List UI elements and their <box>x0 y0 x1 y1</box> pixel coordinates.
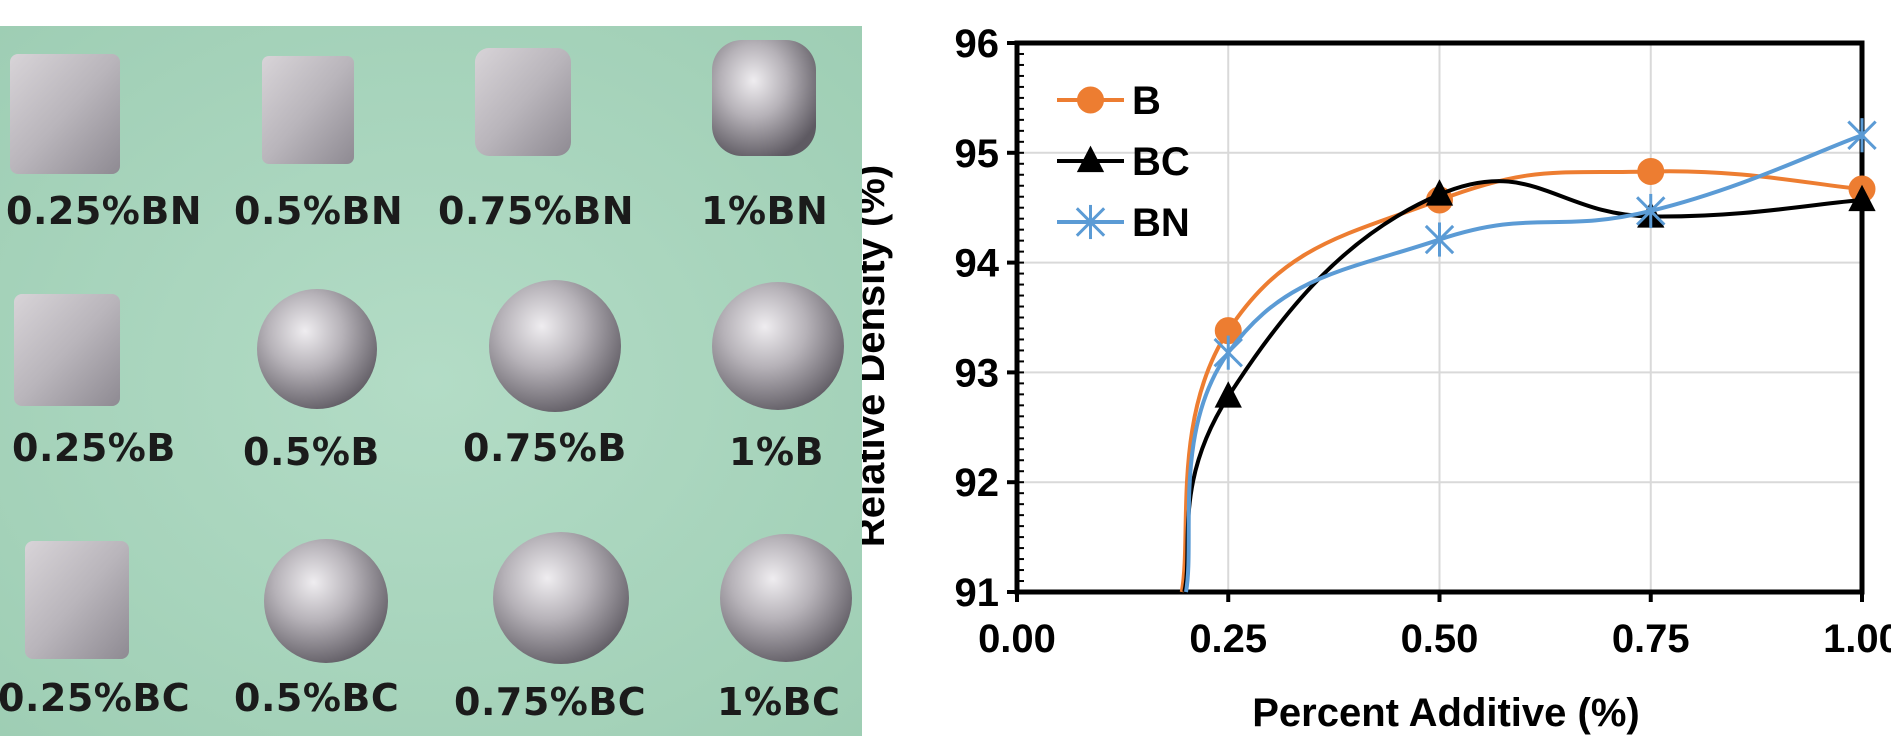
series-bc <box>1182 179 1876 593</box>
sample-0.75-b <box>489 280 621 412</box>
chart-ticks: 0.00 0.25 0.50 0.75 1.00 91 92 93 94 95 96 <box>955 22 1891 661</box>
legend-label: BC <box>1132 140 1190 184</box>
x-axis-label: Percent Additive (%) <box>1252 691 1639 735</box>
series-line-bn <box>1184 133 1863 593</box>
x-tick-label: 0.00 <box>978 617 1056 661</box>
legend-marker <box>1077 86 1104 114</box>
label-1-b: 1%B <box>729 430 824 474</box>
x-tick-label: 0.75 <box>1612 617 1690 661</box>
label-0.75-bc: 0.75%BC <box>454 680 647 724</box>
x-tick-label: 0.25 <box>1189 617 1267 661</box>
sample-0.25-b <box>14 294 120 406</box>
sample-0.5-b <box>257 289 377 409</box>
series-bn <box>1184 118 1877 593</box>
label-1-bc: 1%BC <box>717 680 841 724</box>
y-tick-label: 94 <box>955 242 1000 286</box>
sample-photo-image <box>0 26 862 736</box>
label-0.25-bn: 0.25%BN <box>6 189 203 233</box>
x-tick-label: 0.50 <box>1401 617 1479 661</box>
label-0.75-b: 0.75%B <box>463 426 627 470</box>
label-0.75-bn: 0.75%BN <box>438 189 635 233</box>
legend-item-b: B <box>1057 79 1161 123</box>
series-line-b <box>1179 169 1863 593</box>
data-point-bn <box>1636 193 1666 229</box>
label-0.5-b: 0.5%B <box>243 430 380 474</box>
density-chart: 0.00 0.25 0.50 0.75 1.00 91 92 93 94 95 96 B BC BN R… <box>862 22 1891 735</box>
legend-marker <box>1076 145 1105 173</box>
sample-0.25-bc <box>25 541 129 659</box>
data-point-bc <box>1848 184 1876 212</box>
y-axis-label: Relative Density (%) <box>862 165 893 547</box>
y-tick-label: 93 <box>955 351 1000 395</box>
legend-marker <box>1075 204 1106 240</box>
sample-1-b <box>712 282 844 410</box>
data-point-bn <box>1424 222 1455 257</box>
label-0.5-bc: 0.5%BC <box>234 676 400 720</box>
y-tick-label: 96 <box>955 22 1000 66</box>
sample-0.5-bn <box>262 56 354 164</box>
data-point-bc <box>1425 179 1454 206</box>
x-tick-label: 1.00 <box>1823 617 1891 661</box>
legend-label: BN <box>1132 201 1190 245</box>
legend-item-bc: BC <box>1057 140 1190 184</box>
data-point-b <box>1637 157 1665 185</box>
sample-0.25-bn <box>10 54 120 174</box>
data-point-bn <box>1213 335 1243 370</box>
sample-0.5-bc <box>264 539 388 663</box>
data-point-bn <box>1847 118 1877 153</box>
data-point-bc <box>1214 381 1242 408</box>
label-0.25-b: 0.25%B <box>12 426 176 470</box>
chart-legend: B BC BN <box>1057 79 1190 245</box>
sample-1-bn <box>712 40 816 156</box>
label-1-bn: 1%BN <box>701 189 829 233</box>
sample-0.75-bc <box>493 532 629 664</box>
legend-label: B <box>1132 79 1161 123</box>
sample-photo: 0.25%BN 0.5%BN 0.75%BN 1%BN 0.25%B 0.5%B… <box>0 26 862 736</box>
sample-1-bc <box>720 534 852 662</box>
label-0.25-bc: 0.25%BC <box>0 676 191 720</box>
y-tick-label: 92 <box>955 461 1000 505</box>
y-tick-label: 95 <box>955 132 1000 176</box>
chart-series <box>1179 118 1877 593</box>
chart-grid <box>1016 42 1863 593</box>
sample-0.75-bn <box>475 48 571 156</box>
label-0.5-bn: 0.5%BN <box>234 189 404 233</box>
y-tick-label: 91 <box>955 571 1000 615</box>
series-line-bc <box>1182 179 1863 593</box>
legend-item-bn: BN <box>1057 201 1190 245</box>
